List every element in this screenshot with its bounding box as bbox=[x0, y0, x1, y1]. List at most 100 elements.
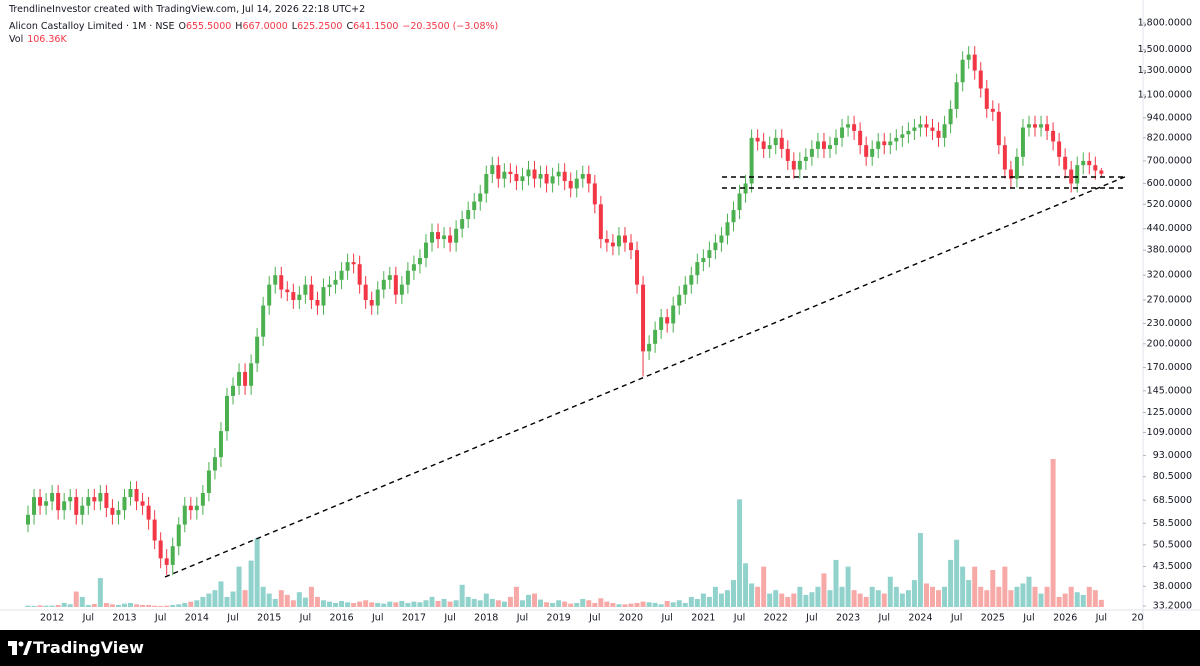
volume-bar bbox=[435, 600, 441, 607]
volume-bar bbox=[586, 600, 592, 607]
readout-value: 641.1500 bbox=[353, 21, 399, 32]
volume-bar bbox=[1062, 593, 1068, 607]
volume-bar bbox=[682, 602, 688, 607]
candle-body bbox=[68, 497, 73, 502]
volume-bar bbox=[152, 605, 158, 607]
volume-bar bbox=[706, 596, 712, 607]
candle-body bbox=[990, 108, 995, 112]
candle-body bbox=[924, 124, 929, 128]
candle-body bbox=[809, 148, 814, 157]
candle-body bbox=[56, 492, 61, 511]
candle-body bbox=[140, 501, 145, 506]
volume-bar bbox=[314, 596, 320, 607]
volume-bar bbox=[815, 586, 821, 607]
candle-body bbox=[695, 262, 700, 276]
candle-body bbox=[243, 371, 248, 386]
volume-bar bbox=[960, 566, 966, 607]
volume-bar bbox=[785, 596, 791, 607]
readout-label: O bbox=[178, 21, 186, 32]
volume-bar bbox=[182, 602, 188, 607]
candle-body bbox=[496, 165, 501, 179]
readout-label: C bbox=[346, 21, 354, 32]
x-tick-label: Jul bbox=[950, 613, 962, 624]
candle-body bbox=[803, 156, 808, 161]
volume-bar bbox=[1092, 590, 1098, 607]
volume-bar bbox=[839, 586, 845, 607]
candle-body bbox=[978, 70, 983, 89]
volume-bar bbox=[459, 584, 465, 607]
volume-bar bbox=[972, 566, 978, 607]
volume-bar bbox=[140, 604, 146, 607]
volume-bar bbox=[1026, 576, 1032, 607]
rising-trendline bbox=[164, 175, 1128, 578]
y-tick-label: 440.0000 bbox=[1147, 223, 1192, 234]
candle-body bbox=[598, 204, 603, 240]
candle-body bbox=[279, 275, 284, 290]
volume-bar bbox=[779, 593, 785, 607]
volume-bar bbox=[1086, 586, 1092, 607]
candle-body bbox=[960, 59, 965, 83]
volume-bar bbox=[634, 602, 640, 607]
candle-body bbox=[297, 294, 302, 301]
candle-body bbox=[671, 305, 676, 324]
candle-body bbox=[303, 284, 308, 295]
brand-logo bbox=[8, 641, 32, 655]
x-tick-label: 20 bbox=[1131, 613, 1143, 624]
volume-bar bbox=[1098, 599, 1104, 607]
candle-body bbox=[882, 141, 887, 146]
candle-body bbox=[164, 558, 169, 565]
y-tick-label: 1,800.0000 bbox=[1138, 18, 1192, 29]
volume-readout: Vol 106.36K bbox=[9, 34, 71, 45]
volume-bar bbox=[616, 604, 622, 607]
candle-body bbox=[146, 505, 151, 520]
candle-body bbox=[1045, 124, 1050, 131]
y-tick-label: 320.0000 bbox=[1147, 270, 1192, 281]
x-tick-label: 2025 bbox=[981, 613, 1005, 624]
volume-bar bbox=[73, 591, 79, 607]
candle-body bbox=[888, 141, 893, 146]
symbol-readout: Alicon Castalloy Limited · 1M · NSE O655.… bbox=[9, 21, 502, 32]
candle-body bbox=[737, 193, 742, 211]
volume-bar bbox=[31, 605, 37, 607]
volume-bar bbox=[513, 586, 519, 607]
candle-body bbox=[653, 329, 658, 344]
candle-body bbox=[906, 130, 911, 135]
volume-bar bbox=[755, 586, 761, 607]
x-tick-label: Jul bbox=[733, 613, 745, 624]
volume-bar bbox=[194, 600, 200, 607]
candle-body bbox=[942, 124, 947, 138]
candle-body bbox=[827, 145, 832, 149]
volume-bar bbox=[1020, 583, 1026, 607]
readout-label: H bbox=[235, 21, 243, 32]
candle-body bbox=[333, 279, 338, 285]
volume-bar bbox=[936, 590, 942, 607]
candle-body bbox=[604, 239, 609, 243]
candle-body bbox=[387, 275, 392, 280]
volume-bar bbox=[248, 560, 254, 607]
candle-body bbox=[430, 232, 435, 243]
volume-bar bbox=[236, 566, 242, 607]
volume-value: 106.36K bbox=[27, 34, 67, 45]
volume-bar bbox=[604, 601, 610, 607]
volume-bar bbox=[550, 602, 556, 607]
volume-bar bbox=[893, 586, 899, 607]
y-tick-label: 380.0000 bbox=[1147, 245, 1192, 256]
candle-body bbox=[188, 505, 193, 511]
volume-bar bbox=[447, 601, 453, 607]
x-tick-label: Jul bbox=[371, 613, 383, 624]
volume-bar bbox=[1014, 586, 1020, 607]
volume-bar bbox=[266, 593, 272, 607]
candle-body bbox=[779, 137, 784, 149]
readout-value: 667.0000 bbox=[242, 21, 288, 32]
candle-body bbox=[622, 235, 627, 243]
candle-body bbox=[707, 250, 712, 259]
volume-bar bbox=[1032, 586, 1038, 607]
candle-body bbox=[393, 275, 398, 295]
volume-bar bbox=[923, 583, 929, 607]
volume-bar bbox=[339, 600, 345, 607]
volume-bar bbox=[260, 586, 266, 607]
candle-body bbox=[327, 284, 332, 288]
volume-bar bbox=[176, 604, 182, 607]
candle-body bbox=[454, 228, 459, 243]
